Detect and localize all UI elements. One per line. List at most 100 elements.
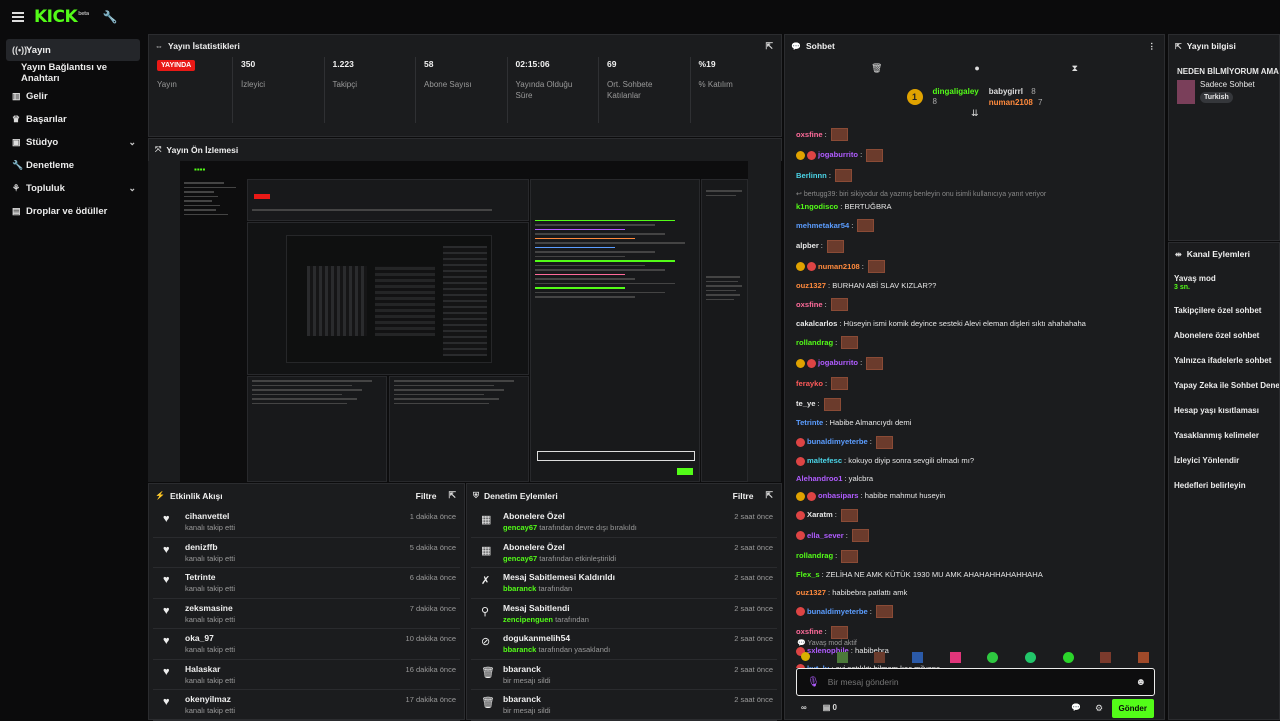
mic-icon[interactable]: 🎙	[807, 676, 820, 688]
chat-message[interactable]: ouz1327: BURHAN ABİ SLAV KIZLAR??	[796, 280, 937, 290]
activity-row[interactable]: ♥ Tetrinte kanalı takip etti 6 dakika önce	[153, 568, 460, 599]
chat-username[interactable]: oxsfine	[796, 299, 823, 309]
trash-icon[interactable]: 🗑	[870, 62, 883, 73]
more-menu-icon[interactable]: ⋮	[1147, 40, 1157, 51]
chat-username[interactable]: rollandrag	[796, 551, 834, 560]
action-item[interactable]: İzleyici Yönlendir	[1174, 456, 1240, 465]
chat-message[interactable]: bunaldimyeterbe:	[796, 435, 1166, 449]
chat-username[interactable]: onbasipars	[818, 491, 859, 500]
chat-username[interactable]: bunaldimyeterbe	[807, 606, 868, 616]
moderation-row[interactable]: ⚲ Mesaj Sabitlendi zencipenguen tarafından…	[471, 599, 777, 629]
wrench-icon[interactable]: 🔧	[102, 10, 118, 24]
chat-message[interactable]: maltefesc: kokuyo diyip sonra sevgili ol…	[796, 456, 1166, 466]
chat-message-input[interactable]	[827, 677, 1128, 687]
preview-video[interactable]: ▪▪▪▪	[180, 161, 748, 482]
chat-input-box[interactable]: 🎙 ☻	[796, 668, 1155, 696]
chat-message[interactable]: ouz1327: habibebra patlattı amk	[796, 587, 908, 597]
chat-username[interactable]: kut_lu	[807, 663, 830, 669]
popout-icon[interactable]: ⇱	[448, 490, 456, 500]
sidebar-item-droplar[interactable]: ▤ Droplar ve ödüller	[6, 200, 140, 222]
chat-settings-icon[interactable]: 💬	[1071, 703, 1081, 712]
moderation-row[interactable]: ▦ Abonelere Özel gencay67 tarafından devre…	[471, 507, 777, 538]
chat-username[interactable]: maltefesc	[807, 456, 843, 465]
chat-message[interactable]: Xaratm:	[796, 508, 1166, 522]
action-item[interactable]: Abonelere özel sohbet	[1174, 331, 1260, 340]
chat-username[interactable]: ouz1327	[796, 587, 826, 597]
menu-icon[interactable]	[12, 12, 24, 22]
tag-badge[interactable]: Turkish	[1200, 92, 1233, 103]
chat-message[interactable]: rollandrag:	[796, 336, 1166, 349]
emote-icon[interactable]	[987, 652, 999, 663]
activity-row[interactable]: ♥ oka_97 kanalı takip etti 10 dakika önce	[153, 629, 460, 660]
moderation-row[interactable]: 🗑 bbaranck bir mesajı sildi 2 saat önce	[471, 660, 777, 690]
chat-message[interactable]: alpber:	[796, 239, 1166, 253]
chat-username[interactable]: mehmetakar54	[796, 220, 850, 230]
sidebar-item-denetleme[interactable]: 🔧 Denetleme	[6, 154, 140, 176]
chat-message[interactable]: jogaburrito:	[796, 148, 1166, 162]
infinity-icon[interactable]: ∞	[801, 703, 807, 712]
chat-message[interactable]: ella_sever:	[796, 529, 1166, 542]
chat-message[interactable]: te_ye:	[796, 397, 1166, 411]
emote-icon[interactable]	[801, 652, 810, 661]
sidebar-item-topluluk[interactable]: ⚘ Topluluk ⌄	[6, 177, 140, 199]
chat-username[interactable]: bunaldimyeterbe	[807, 437, 868, 446]
emote-icon[interactable]	[1137, 652, 1149, 663]
chat-message[interactable]: sxlenophile: habibebra	[796, 646, 1166, 656]
chat-username[interactable]: Berlinnn	[796, 170, 827, 180]
emote-icon[interactable]	[1024, 652, 1036, 663]
moderation-row[interactable]: ✗ Mesaj Sabitlemesi Kaldırıldı bbaranck ta…	[471, 568, 777, 599]
chat-username[interactable]: Tetrinte	[796, 418, 824, 427]
chat-message[interactable]: Berlinnn:	[796, 169, 1166, 182]
sidebar-item-studyo[interactable]: ▣ Stüdyo ⌄	[6, 131, 140, 153]
emoji-icon[interactable]: ☻	[1135, 676, 1146, 688]
emote-icon[interactable]	[949, 652, 961, 663]
sidebar-item-stream-key[interactable]: Yayın Bağlantısı ve Anahtarı	[6, 62, 140, 84]
chat-message[interactable]: cakalcarlos: Hüseyin ismi komik deyince …	[796, 318, 1086, 328]
action-item[interactable]: Hesap yaşı kısıtlaması	[1174, 406, 1259, 415]
action-item[interactable]: Yapay Zeka ile Sohbet Dene	[1174, 381, 1280, 390]
chat-username[interactable]: ella_sever	[807, 530, 844, 540]
chat-message[interactable]: numan2108:	[796, 260, 1166, 273]
chat-message[interactable]: mehmetakar54:	[796, 219, 1166, 232]
chat-message[interactable]: Flex_s: ZELİHA NE AMK KÜTÜK 1930 MU AMK …	[796, 570, 1043, 579]
chat-username[interactable]: Alehandroo1	[796, 473, 843, 483]
chat-message[interactable]: oxsfine:	[796, 298, 1166, 311]
chat-username[interactable]: rollandrag	[796, 337, 834, 347]
stream-preview[interactable]: ▪▪▪▪	[148, 161, 781, 482]
emote-icon[interactable]	[1100, 652, 1112, 663]
chat-message[interactable]: onbasipars: habibe mahmut huseyin	[796, 491, 1166, 501]
sidebar-item-yayin[interactable]: ((•)) Yayın	[6, 39, 140, 61]
chat-username[interactable]: ferayko	[796, 378, 824, 388]
popout-icon[interactable]: ⇱	[765, 40, 773, 51]
activity-row[interactable]: ♥ cihanvettel kanalı takip etti 1 dakika ön…	[153, 507, 460, 538]
chat-username[interactable]: oxsfine	[796, 627, 823, 636]
chat-username[interactable]: sxlenophile	[807, 646, 849, 655]
action-item[interactable]: Takipçilere özel sohbet	[1174, 306, 1262, 315]
activity-row[interactable]: ♥ Halaskar kanalı takip etti 16 dakika önce	[153, 660, 460, 690]
sidebar-item-basarilar[interactable]: ♛ Başarılar	[6, 108, 140, 130]
chat-username[interactable]: alpber	[796, 241, 819, 250]
chat-username[interactable]: Flex_s	[796, 570, 820, 579]
emote-icon[interactable]	[836, 652, 848, 663]
chat-message[interactable]: k1ngodisco: BERTUĞBRA	[796, 201, 892, 211]
chat-message[interactable]: bunaldimyeterbe:	[796, 605, 1166, 618]
action-item[interactable]: Yalnızca ifadelerle sohbet	[1174, 356, 1272, 365]
action-item[interactable]: Hedefleri belirleyin	[1174, 481, 1246, 490]
emote-icon[interactable]	[911, 652, 923, 663]
gear-icon[interactable]: ⚙	[1095, 703, 1104, 713]
chat-message[interactable]: Tetrinte: Habibe Almancıydı demi	[796, 418, 912, 427]
chat-message[interactable]: oxsfine:	[796, 128, 1166, 141]
chat-message[interactable]: oxsfine:	[796, 625, 1166, 639]
chat-message[interactable]: Alehandroo1: yalcbra	[796, 473, 874, 483]
moderation-row[interactable]: ⊘ dogukanmelih54 bbaranck tarafından yasak…	[471, 629, 777, 660]
filter-button[interactable]: Filtre	[415, 490, 437, 501]
hourglass-icon[interactable]: ⧗	[1071, 62, 1078, 73]
chat-mode-icon[interactable]: ●	[974, 63, 980, 73]
chat-message[interactable]: rollandrag:	[796, 549, 1166, 563]
activity-row[interactable]: ♥ denizffb kanalı takip etti 5 dakika önce	[153, 538, 460, 568]
chat-username[interactable]: ouz1327	[796, 280, 826, 290]
chat-username[interactable]: oxsfine	[796, 129, 823, 139]
chat-username[interactable]: k1ngodisco	[796, 201, 839, 211]
action-slow-mode[interactable]: Yavaş mod 3 sn.	[1169, 270, 1279, 298]
chat-username[interactable]: cakalcarlos	[796, 318, 838, 328]
